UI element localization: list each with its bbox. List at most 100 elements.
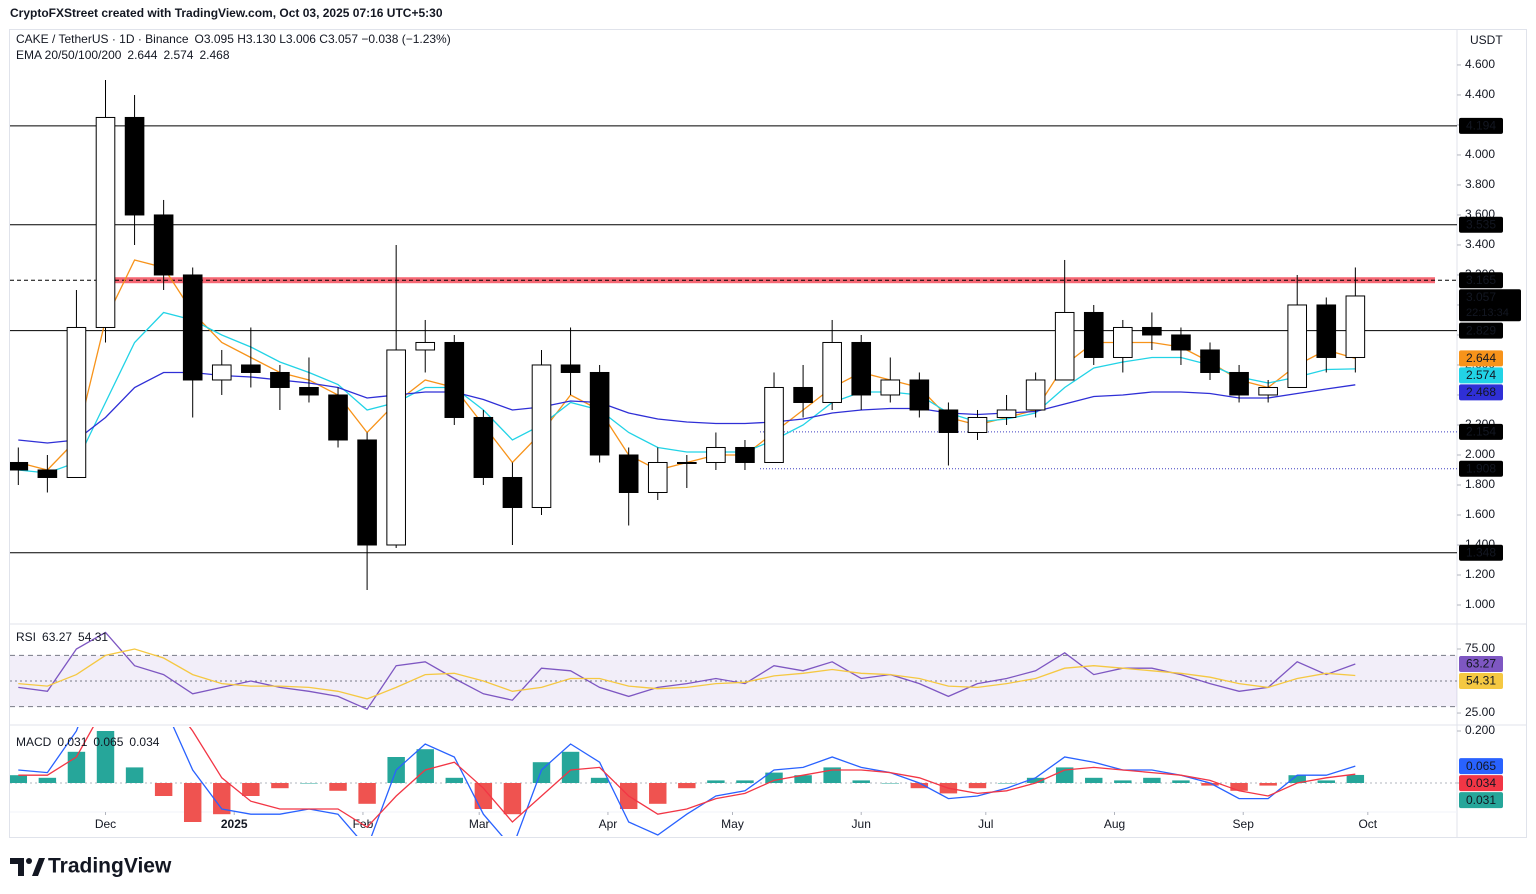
candle-body	[10, 461, 29, 471]
candle-body	[967, 416, 988, 433]
histogram-bar	[242, 783, 260, 797]
candle-body	[299, 386, 319, 396]
candle-body	[560, 364, 581, 373]
pane-2	[10, 727, 1457, 836]
x-tick-label: Apr	[599, 817, 618, 831]
histogram-bar	[968, 783, 987, 789]
histogram-bar	[1114, 780, 1132, 784]
currency: USDT	[1470, 33, 1503, 47]
brand: TradingView	[48, 855, 172, 878]
histogram-bar	[997, 783, 1016, 784]
candle-body	[1316, 304, 1337, 358]
y-tick-label: 1.600	[1465, 507, 1495, 521]
histogram-bar	[1259, 783, 1277, 786]
candle-body	[1142, 326, 1162, 336]
series-line	[18, 727, 1356, 836]
candle-body	[706, 446, 726, 463]
pane-1	[10, 631, 1457, 711]
y-tick-label: 75.00	[1465, 641, 1495, 655]
price-badge	[1459, 460, 1503, 477]
histogram-bar	[271, 783, 289, 789]
candle-body	[938, 409, 959, 433]
frame	[9, 29, 1527, 838]
price-badge	[1459, 792, 1503, 809]
series-line	[18, 727, 1356, 829]
histogram-bar	[1201, 783, 1219, 786]
price-badge	[1459, 656, 1503, 673]
x-tick-label: Aug	[1104, 817, 1125, 831]
series-line	[18, 631, 1356, 711]
price-badge	[1459, 117, 1503, 134]
histogram-bar	[910, 783, 929, 789]
candle-body	[241, 364, 261, 373]
candle-body	[647, 461, 668, 493]
y-tick-label: 2.000	[1465, 447, 1495, 461]
candle-body	[502, 476, 523, 508]
credit: CryptoFXStreet created with TradingView.…	[10, 6, 443, 20]
y-tick-label: 4.600	[1465, 57, 1495, 71]
histogram-bar	[852, 780, 870, 784]
candle-body	[851, 341, 872, 396]
histogram-bar	[881, 783, 900, 784]
pane-0	[10, 79, 1457, 590]
x-tick-label: Jul	[978, 817, 993, 831]
histogram-bar	[1143, 777, 1161, 784]
series-line	[18, 648, 1356, 700]
legend-value: 0.031	[57, 735, 87, 749]
histogram-bar	[532, 762, 551, 784]
histogram-bar	[358, 783, 376, 804]
legend-value: 63.27	[42, 630, 72, 644]
candle-body	[1171, 334, 1191, 351]
histogram-bar	[213, 783, 231, 815]
price-badge	[1459, 367, 1503, 384]
x-tick-label: May	[721, 817, 744, 831]
candle-body	[270, 371, 290, 388]
candle-body	[473, 416, 494, 478]
price-badge	[1459, 384, 1503, 401]
price-badge-label: 2.829	[1466, 323, 1496, 337]
price-badge-label: 3.057	[1466, 290, 1496, 304]
histogram-bar	[1085, 777, 1103, 784]
histogram-bar	[678, 783, 696, 789]
indicator-title: EMA 20/50/100/200	[16, 48, 122, 62]
price-badge-label: 0.031	[1466, 793, 1496, 807]
legend-value: 2.574	[163, 48, 193, 62]
candle-body	[1287, 304, 1308, 388]
candle-body	[793, 386, 813, 403]
candle-body	[1025, 379, 1046, 411]
series-line	[18, 371, 1356, 444]
candle-body	[66, 326, 87, 478]
histogram-bar	[1026, 777, 1045, 784]
y-tick-label: 3.400	[1465, 237, 1495, 251]
candle-body	[37, 469, 58, 478]
resistance-zone	[110, 277, 1435, 284]
candle-body	[328, 394, 348, 441]
y-tick-label: 3.800	[1465, 177, 1495, 191]
price-badge-label: 3.165	[1466, 273, 1496, 287]
ohlc: O3.095 H3.130 L3.006 C3.057 −0.038 (−1.2…	[195, 32, 451, 46]
histogram-bar	[736, 780, 754, 784]
histogram-bar	[474, 783, 493, 810]
candle-body	[1113, 326, 1133, 358]
price-badge	[1459, 289, 1521, 322]
price-badge-label: 1.348	[1466, 545, 1496, 559]
histogram-bar	[329, 783, 347, 791]
candle-body	[909, 379, 930, 411]
candle-body	[444, 341, 465, 418]
x-tick-label: Mar	[469, 817, 490, 831]
histogram-bar	[154, 783, 173, 797]
histogram-bar	[707, 780, 725, 784]
candle-body	[1258, 386, 1278, 396]
price-badge-label: 2.468	[1466, 385, 1496, 399]
histogram-bar	[503, 783, 522, 815]
candle-body	[182, 274, 203, 381]
histogram-bar	[125, 767, 144, 784]
candle-body	[822, 341, 842, 403]
indicator-title: RSI	[16, 630, 36, 644]
candle-body	[95, 116, 116, 328]
candle-body	[735, 446, 755, 463]
candle-body	[357, 439, 377, 546]
candle-body	[1345, 295, 1366, 358]
y-tick-label: 25.00	[1465, 705, 1495, 719]
